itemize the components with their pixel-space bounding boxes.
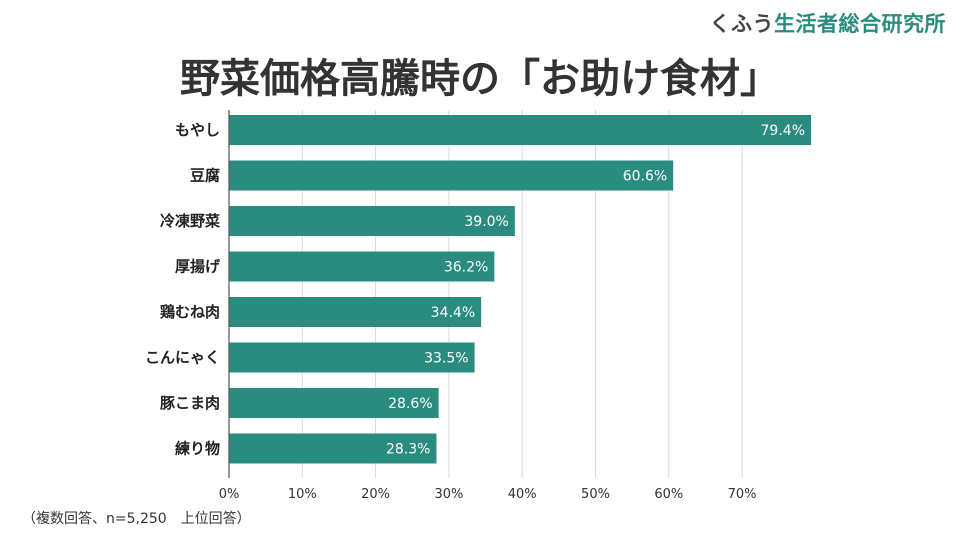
- brand-org-name: 生活者総合研究所: [774, 12, 946, 36]
- category-label: もやし: [175, 121, 220, 139]
- bar: [229, 206, 515, 236]
- x-tick-label: 0%: [219, 487, 240, 502]
- data-label: 28.3%: [386, 442, 430, 458]
- brand-kana: くふう: [709, 12, 774, 36]
- bar: [229, 160, 674, 191]
- bar: [229, 433, 437, 464]
- data-label: 60.6%: [623, 169, 667, 185]
- x-tick-label: 30%: [434, 487, 463, 502]
- data-label: 79.4%: [761, 123, 805, 139]
- x-tick-label: 40%: [508, 487, 537, 502]
- data-label: 28.6%: [388, 396, 432, 412]
- data-label: 36.2%: [444, 260, 488, 276]
- bar: [229, 251, 495, 282]
- bar: [229, 297, 482, 327]
- data-label: 34.4%: [431, 305, 475, 321]
- data-label: 33.5%: [424, 351, 468, 367]
- category-label: 豆腐: [190, 167, 220, 185]
- category-label: 豚こま肉: [160, 394, 220, 412]
- bar: [229, 115, 812, 145]
- x-tick-label: 10%: [288, 487, 317, 502]
- x-tick-label: 70%: [728, 487, 757, 502]
- category-label: こんにゃく: [145, 349, 220, 367]
- category-label: 厚揚げ: [175, 258, 221, 276]
- bar: [229, 388, 439, 418]
- category-label: 練り物: [175, 440, 220, 458]
- bar: [229, 342, 475, 373]
- survey-note: （複数回答、n=5,250 上位回答）: [22, 511, 251, 527]
- chart-title: 野菜価格高騰時の「お助け食材」: [180, 56, 780, 102]
- x-tick-label: 50%: [581, 487, 610, 502]
- category-label: 鶏むね肉: [160, 303, 220, 321]
- data-label: 39.0%: [464, 214, 508, 230]
- category-label: 冷凍野菜: [160, 212, 220, 230]
- brand-logo: くふう生活者総合研究所: [710, 8, 947, 38]
- x-tick-label: 60%: [654, 487, 683, 502]
- x-tick-label: 20%: [361, 487, 390, 502]
